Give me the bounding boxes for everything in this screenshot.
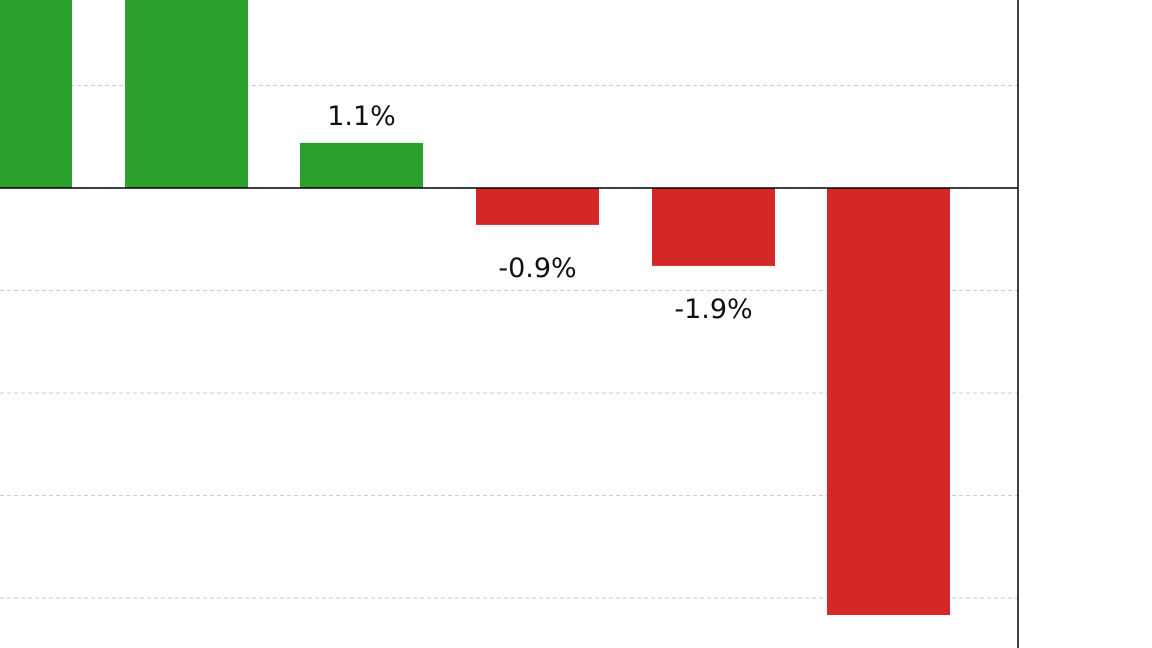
- data-label: -0.9%: [498, 253, 576, 284]
- bar: [0, 0, 72, 188]
- bar: [300, 142, 423, 188]
- bar: [125, 0, 248, 188]
- bar: [827, 188, 950, 615]
- data-label: 1.1%: [327, 101, 396, 132]
- bar: [652, 188, 775, 266]
- bars: [0, 0, 950, 615]
- data-labels: 1.1% -0.9% -1.9%: [327, 101, 752, 325]
- data-label: -1.9%: [674, 294, 752, 325]
- bar: [476, 188, 599, 225]
